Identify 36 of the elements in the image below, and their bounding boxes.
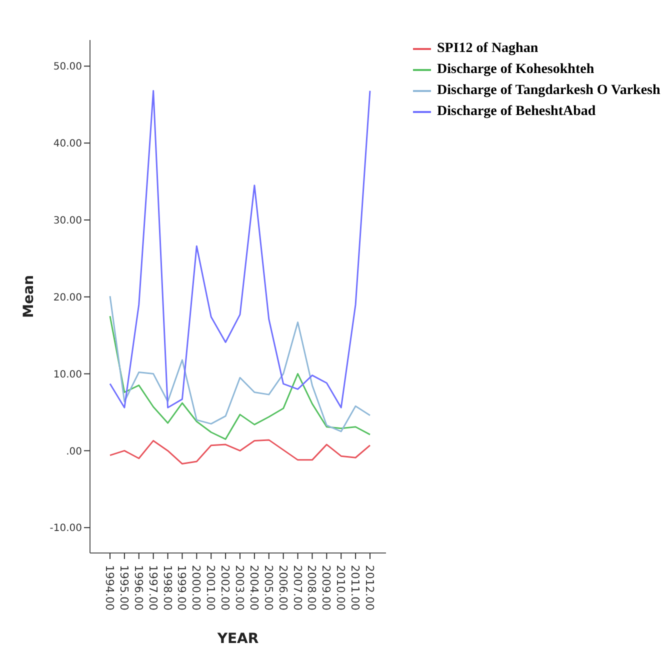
x-tick-label: 2005.00 xyxy=(262,565,275,610)
x-tick-label: 2008.00 xyxy=(305,565,318,610)
line-series xyxy=(109,315,371,440)
x-tick-label: 2011.00 xyxy=(348,565,362,610)
x-tick-label: 2010.00 xyxy=(334,565,348,610)
y-tick-label: .00 xyxy=(66,446,82,458)
x-tick-label: 2003.00 xyxy=(233,565,246,610)
x-tick-label: 2007.00 xyxy=(290,565,304,610)
x-tick-label: 2002.00 xyxy=(218,565,232,610)
x-axis-title: YEAR xyxy=(216,631,259,647)
legend-label: Discharge of BeheshtAbad xyxy=(437,103,596,121)
x-tick-label: 2009.00 xyxy=(320,565,333,610)
y-tick-label: -10.00 xyxy=(50,523,82,534)
line-series xyxy=(109,439,371,465)
y-axis-title: Mean xyxy=(20,275,37,318)
x-tick-label: 1994.00 xyxy=(103,565,116,610)
line-series xyxy=(109,90,371,408)
x-tick-label: 2000.00 xyxy=(190,565,203,610)
x-tick-label: 1995.00 xyxy=(117,565,130,610)
legend-label: Discharge of Kohesokhteh xyxy=(437,61,594,79)
x-tick-label: 1999.00 xyxy=(175,565,188,610)
y-tick-label: 10.00 xyxy=(53,369,82,380)
x-tick-label: 2001.00 xyxy=(204,565,218,610)
x-tick-label: 1997.00 xyxy=(146,565,160,610)
y-tick-label: 50.00 xyxy=(53,62,82,73)
x-tick-label: 1996.00 xyxy=(132,565,145,610)
x-tick-label: 2006.00 xyxy=(276,565,290,610)
y-tick-label: 40.00 xyxy=(53,138,82,150)
y-tick-label: 20.00 xyxy=(53,292,82,304)
line-series xyxy=(109,295,371,432)
x-tick-label: 2012.00 xyxy=(363,565,376,610)
y-tick-label: 30.00 xyxy=(53,216,82,227)
x-tick-label: 1998.00 xyxy=(160,565,174,610)
x-tick-label: 2004.00 xyxy=(247,565,260,610)
legend-label: Discharge of Tangdarkesh O Varkesh xyxy=(437,82,660,100)
legend-label: SPI12 of Naghan xyxy=(437,40,538,58)
